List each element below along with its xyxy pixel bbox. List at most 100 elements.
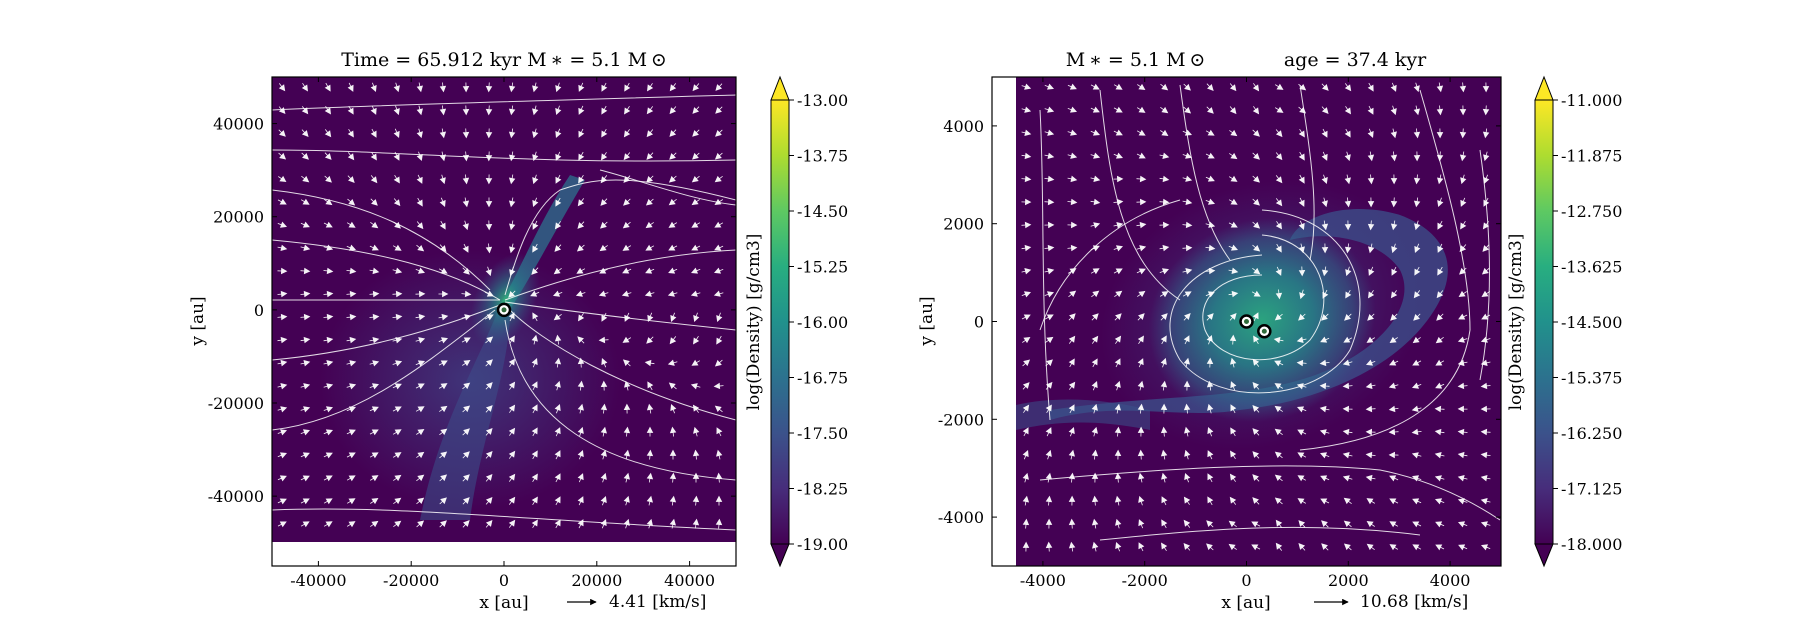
right-velocity-arrow <box>1138 472 1145 483</box>
right-velocity-arrow <box>1045 381 1053 390</box>
left-velocity-arrow <box>692 518 700 529</box>
left-velocity-arrow <box>669 472 677 483</box>
left-velocity-arrow <box>668 221 678 228</box>
left-velocity-arrow <box>416 197 423 207</box>
left-velocity-arrow <box>416 82 423 93</box>
right-velocity-arrow <box>1205 291 1215 298</box>
left-velocity-arrow <box>715 83 723 91</box>
left-velocity-arrow <box>554 473 561 483</box>
left-velocity-arrow <box>369 337 380 344</box>
right-velocity-arrow <box>1114 495 1122 506</box>
right-velocity-arrow <box>1459 151 1467 162</box>
left-velocity-arrow <box>485 450 493 459</box>
left-streamline <box>272 149 736 162</box>
right-velocity-arrow <box>1068 290 1077 298</box>
right-velocity-arrow <box>1229 129 1238 137</box>
left-velocity-arrow <box>393 520 402 528</box>
left-velocity-arrow <box>531 427 538 437</box>
right-velocity-arrow <box>1138 542 1145 552</box>
right-velocity-arrow <box>1252 267 1261 275</box>
left-velocity-arrow <box>300 521 310 528</box>
right-velocity-arrow <box>1457 336 1468 343</box>
right-colorbar-tick-label: -17.125 <box>1561 480 1622 499</box>
right-velocity-arrow <box>1412 359 1422 366</box>
right-velocity-arrow <box>1068 335 1076 344</box>
right-velocity-arrow <box>1022 427 1029 437</box>
right-velocity-key-label: 10.68 [km/s] <box>1360 592 1468 612</box>
left-velocity-arrow <box>600 472 607 483</box>
left-velocity-arrow <box>508 290 516 298</box>
left-velocity-arrow <box>485 266 492 277</box>
left-xtick-label: -40000 <box>290 571 346 590</box>
left-velocity-arrow <box>323 336 334 344</box>
left-velocity-arrow <box>346 221 356 228</box>
right-velocity-arrow <box>1205 175 1215 182</box>
left-velocity-arrow <box>485 174 493 185</box>
left-ytick-label: -20000 <box>208 394 264 413</box>
left-streamline <box>504 179 736 296</box>
right-velocity-arrow <box>1230 450 1237 460</box>
right-velocity-arrow <box>1457 521 1468 528</box>
right-velocity-arrow <box>1389 336 1398 343</box>
left-velocity-arrow <box>369 452 379 459</box>
left-velocity-arrow <box>646 129 654 138</box>
left-velocity-arrow <box>485 359 493 367</box>
right-velocity-arrow <box>1275 175 1283 184</box>
left-ylabel: y [au] <box>188 296 208 346</box>
right-velocity-arrow <box>1252 404 1260 413</box>
right-velocity-arrow <box>1319 452 1330 459</box>
left-velocity-arrow <box>669 426 677 437</box>
right-velocity-arrow <box>1366 543 1375 551</box>
right-velocity-arrow <box>1114 426 1122 437</box>
right-colorbar-tick-label: -18.000 <box>1561 535 1622 554</box>
left-velocity-arrow <box>623 495 630 506</box>
right-velocity-arrow <box>1044 244 1055 252</box>
right-velocity-arrow <box>1044 198 1055 206</box>
left-velocity-arrow <box>714 198 724 205</box>
right-velocity-arrow <box>1367 105 1374 115</box>
left-velocity-arrow <box>300 290 311 298</box>
left-velocity-arrow <box>623 175 631 183</box>
right-velocity-arrow <box>1044 221 1055 229</box>
left-velocity-arrow <box>669 152 677 160</box>
left-velocity-arrow <box>277 359 288 367</box>
left-velocity-arrow <box>599 244 608 252</box>
left-velocity-arrow <box>690 267 701 274</box>
right-ytick-label: 4000 <box>943 117 984 136</box>
left-velocity-arrow <box>600 518 607 529</box>
right-velocity-arrow <box>1159 221 1170 229</box>
right-velocity-arrow <box>1483 151 1490 162</box>
left-velocity-arrow <box>277 498 287 505</box>
left-velocity-arrow <box>462 243 469 253</box>
right-velocity-arrow <box>1457 405 1468 413</box>
right-velocity-arrow <box>1319 382 1330 390</box>
right-velocity-arrow <box>1365 474 1376 482</box>
left-streamline <box>504 319 736 481</box>
left-velocity-arrow <box>300 406 311 413</box>
left-velocity-arrow <box>346 406 357 413</box>
right-velocity-arrow <box>1481 290 1491 297</box>
right-velocity-arrow <box>1296 359 1307 367</box>
left-velocity-arrow <box>715 518 723 529</box>
left-velocity-arrow <box>462 105 470 116</box>
left-velocity-arrow <box>646 495 653 506</box>
right-velocity-arrow <box>1342 475 1353 482</box>
left-colorbar-tick-label: -16.00 <box>797 313 848 332</box>
left-velocity-arrow <box>553 313 562 321</box>
left-velocity-arrow <box>415 290 426 298</box>
left-velocity-arrow <box>508 105 516 116</box>
right-velocity-arrow <box>1434 405 1445 413</box>
right-velocity-arrow <box>1136 221 1147 229</box>
right-velocity-arrow <box>1067 268 1077 275</box>
left-velocity-arrow <box>370 498 379 505</box>
right-velocity-arrow <box>1183 106 1192 114</box>
right-velocity-arrow <box>1044 152 1055 159</box>
left-velocity-arrow <box>301 129 309 138</box>
right-velocity-arrow <box>1207 496 1214 506</box>
left-velocity-arrow <box>554 496 561 506</box>
left-velocity-arrow <box>277 198 287 205</box>
right-velocity-arrow <box>1413 105 1420 116</box>
right-colorbar-tick-label: -12.750 <box>1561 202 1622 221</box>
right-velocity-arrow <box>1457 359 1468 367</box>
right-velocity-arrow <box>1021 83 1032 90</box>
